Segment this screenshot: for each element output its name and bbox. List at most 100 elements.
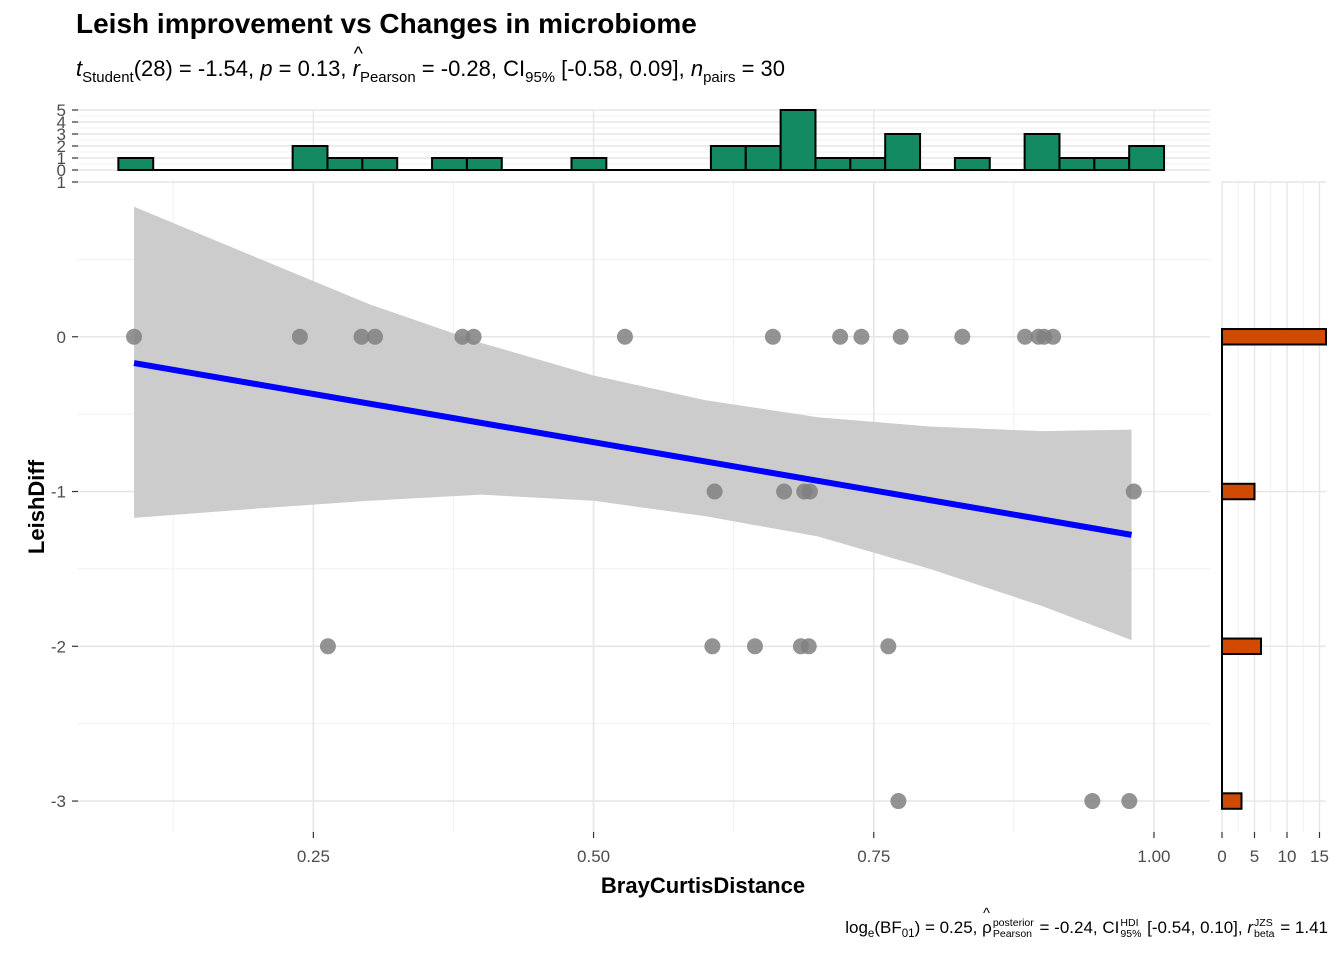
n-sub: pairs <box>703 68 736 86</box>
rho-text: = -0.24, CI <box>1034 918 1120 938</box>
ci-sub: 95% <box>1120 927 1142 940</box>
data-point <box>890 793 907 810</box>
data-point <box>1017 328 1034 345</box>
y-tick-label: -3 <box>51 792 66 811</box>
top-hist-tick-label: 4 <box>57 113 66 132</box>
t-label: t <box>76 56 83 81</box>
x-tick-label: 0.75 <box>857 847 890 866</box>
right-hist-bar <box>1221 792 1243 810</box>
top-hist-bar <box>465 157 503 171</box>
y-axis-title: LeishDiff <box>24 459 49 554</box>
log-sub: e <box>867 928 875 941</box>
chart-subtitle: tStudent(28) = -1.54, p = 0.13, rPearson… <box>76 43 786 86</box>
r-sub: Pearson <box>359 68 416 86</box>
top-hist-bar <box>1058 157 1096 171</box>
x-tick-label: 1.00 <box>1137 847 1170 866</box>
top-hist-bar <box>1093 157 1131 171</box>
top-hist-tick-label: 0 <box>57 161 66 180</box>
right-hist-tick-label: 5 <box>1250 847 1259 866</box>
top-hist-bar <box>431 157 468 171</box>
y-tick-label: -2 <box>51 637 66 656</box>
right-hist-bar <box>1221 328 1327 346</box>
data-point <box>465 328 482 345</box>
top-hist-bar <box>709 145 747 171</box>
data-point <box>853 328 870 345</box>
ci-supsub: HDI 95% <box>1120 918 1141 939</box>
data-point <box>954 328 971 345</box>
right-hist-bar <box>1221 482 1256 501</box>
data-point <box>1125 483 1142 500</box>
y-tick-label: 1 <box>57 173 66 192</box>
data-point <box>1045 328 1062 345</box>
right-hist-bar <box>1221 637 1262 656</box>
data-point <box>367 328 384 345</box>
ci-sub: 95% <box>525 68 556 86</box>
right-hist-tick-label: 0 <box>1217 847 1226 866</box>
data-point <box>764 328 781 345</box>
top-hist-bar <box>953 157 991 171</box>
x-axis-title: BrayCurtisDistance <box>601 873 805 898</box>
rho-supsub: posterior Pearson <box>993 918 1034 939</box>
top-hist-bar <box>117 157 155 171</box>
data-point <box>454 328 471 345</box>
top-hist-bar <box>744 145 782 171</box>
n-label: n <box>690 56 704 81</box>
data-point <box>1121 793 1138 810</box>
rho-sub: Pearson <box>992 927 1033 940</box>
t-text: (28) = -1.54, <box>133 56 261 81</box>
top-hist-bar <box>814 157 852 171</box>
top-hist-tick-label: 1 <box>57 149 66 168</box>
right-hist-tick-label: 15 <box>1310 847 1329 866</box>
top-hist-bar <box>884 133 922 171</box>
top-hist-tick-label: 5 <box>57 101 66 120</box>
data-point <box>706 483 723 500</box>
r-text: = -0.28, CI <box>415 56 526 81</box>
bf-open: (BF <box>874 918 902 938</box>
data-point <box>353 328 370 345</box>
data-point <box>126 328 143 345</box>
rb-label: r <box>1247 918 1254 938</box>
data-point <box>1084 793 1101 810</box>
rb-sub: beta <box>1254 927 1275 940</box>
data-point <box>800 638 817 655</box>
data-point <box>892 328 909 345</box>
ci-text: [-0.58, 0.09], <box>555 56 691 81</box>
rb-supsub: JZS beta <box>1254 918 1275 939</box>
n-text: = 30 <box>735 56 786 81</box>
bf-sub: 01 <box>901 928 915 941</box>
top-hist-bar <box>1023 133 1061 171</box>
p-label: p <box>260 56 273 81</box>
chart-title: Leish improvement vs Changes in microbio… <box>76 8 697 39</box>
data-point <box>291 328 308 345</box>
top-hist-bar <box>291 145 329 171</box>
top-hist-bar <box>1128 145 1166 171</box>
top-hist-bar <box>326 157 364 171</box>
data-point <box>704 638 721 655</box>
top-hist-tick-label: 2 <box>57 137 66 156</box>
data-point <box>746 638 763 655</box>
right-hist-tick-label: 10 <box>1278 847 1297 866</box>
r-label: r <box>353 43 364 82</box>
x-tick-label: 0.50 <box>577 847 610 866</box>
regression-line <box>133 360 1133 538</box>
rb-sup: JZS <box>1254 917 1273 929</box>
x-tick-label: 0.25 <box>297 847 330 866</box>
data-point <box>880 638 897 655</box>
top-hist-tick-label: 3 <box>57 125 66 144</box>
data-point <box>319 638 336 655</box>
top-hist-bar <box>570 157 608 171</box>
top-hist-bar <box>361 157 399 171</box>
t-sub: Student <box>82 68 134 86</box>
data-point <box>832 328 849 345</box>
top-hist-bar <box>849 157 887 171</box>
rb-text: = 1.41 <box>1275 918 1328 938</box>
ci-text: [-0.54, 0.10], <box>1142 918 1248 938</box>
data-point <box>801 483 818 500</box>
confidence-band <box>134 206 1132 641</box>
y-tick-label: -1 <box>51 483 66 502</box>
data-point <box>616 328 633 345</box>
rho-sup: posterior <box>992 917 1034 929</box>
data-point <box>776 483 793 500</box>
